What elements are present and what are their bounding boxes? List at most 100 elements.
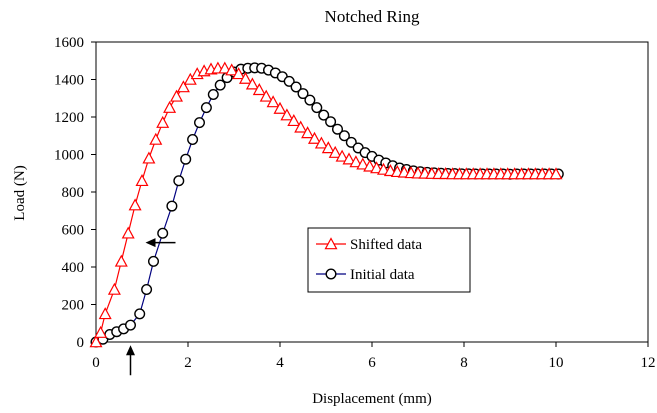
data-point — [94, 325, 108, 338]
data-point — [135, 173, 149, 187]
data-point — [273, 101, 287, 114]
data-point — [169, 89, 184, 102]
data-point — [200, 102, 212, 114]
data-point — [156, 115, 170, 128]
data-point — [147, 255, 159, 267]
x-tick-label: 4 — [276, 355, 284, 371]
legend-marker — [324, 237, 338, 250]
data-point — [370, 161, 384, 174]
legend-item: Initial data — [316, 267, 415, 283]
x-tick-label: 10 — [549, 355, 564, 371]
data-point — [98, 307, 112, 320]
data-point — [128, 198, 142, 211]
x-tick-label: 12 — [641, 355, 656, 371]
data-point — [325, 116, 337, 128]
series-shifted-data — [89, 61, 563, 348]
data-point — [280, 108, 294, 121]
data-point — [332, 123, 344, 135]
data-point — [349, 155, 363, 168]
legend-label: Shifted data — [350, 237, 422, 253]
y-tick-label: 600 — [62, 223, 85, 239]
plot-frame — [95, 41, 649, 343]
data-point — [141, 284, 153, 296]
data-point — [114, 254, 128, 267]
data-point — [318, 109, 330, 121]
data-point — [311, 102, 323, 114]
data-point — [142, 151, 156, 164]
data-point — [163, 100, 177, 113]
x-axis: 0 2 4 6 8 10 12 — [92, 342, 656, 371]
data-point — [149, 132, 163, 145]
data-point — [166, 200, 178, 212]
y-tick-label: 0 — [77, 335, 85, 351]
data-point — [297, 88, 309, 100]
legend-label: Initial data — [350, 267, 415, 283]
y-tick-label: 400 — [62, 260, 85, 276]
data-point — [238, 71, 253, 84]
y-tick-label: 1400 — [54, 73, 84, 89]
legend: Shifted data Initial data — [307, 227, 471, 293]
data-point — [225, 63, 239, 76]
data-point — [180, 153, 192, 165]
data-point — [214, 79, 226, 91]
data-point — [301, 126, 315, 139]
data-point — [245, 77, 259, 90]
data-point — [363, 159, 377, 172]
data-point — [290, 81, 302, 93]
data-point — [121, 226, 135, 239]
data-point — [328, 145, 342, 158]
plot-area — [95, 41, 649, 343]
y-tick-label: 200 — [62, 298, 85, 314]
data-point — [342, 152, 356, 165]
data-point — [259, 89, 273, 102]
arrow-up — [126, 345, 135, 376]
data-point — [345, 136, 357, 148]
annotations — [126, 238, 176, 376]
y-tick-label: 1000 — [54, 148, 84, 164]
data-point — [89, 335, 103, 348]
y-tick-label: 1200 — [54, 110, 84, 126]
data-point — [124, 319, 136, 331]
legend-item: Shifted data — [316, 237, 422, 253]
series-line — [95, 67, 556, 343]
chart-title: Notched Ring — [325, 7, 420, 26]
data-point — [376, 162, 391, 175]
data-point — [304, 94, 316, 106]
x-axis-label: Displacement (mm) — [312, 391, 432, 407]
y-axis-label: Load (N) — [12, 165, 28, 220]
series-initial-data — [90, 62, 564, 348]
y-axis: 0 200 400 600 800 1000 1200 1400 1600 — [54, 35, 96, 351]
x-tick-label: 0 — [92, 355, 100, 371]
data-point — [338, 130, 350, 142]
legend-box — [307, 227, 471, 293]
x-tick-label: 6 — [368, 355, 376, 371]
arrow-left — [145, 238, 176, 248]
data-point — [134, 308, 146, 320]
data-point — [307, 131, 322, 144]
data-point — [173, 175, 185, 187]
data-point — [252, 83, 266, 96]
data-point — [549, 167, 563, 180]
data-point — [314, 136, 328, 149]
data-point — [283, 75, 295, 87]
data-point — [207, 88, 219, 100]
x-tick-label: 8 — [460, 355, 468, 371]
data-point — [232, 67, 246, 80]
y-tick-label: 1600 — [54, 35, 84, 51]
data-point — [187, 133, 199, 145]
data-point — [218, 61, 232, 74]
data-point — [157, 227, 169, 239]
data-point — [321, 141, 335, 154]
y-tick-label: 800 — [62, 185, 85, 201]
data-point — [287, 113, 301, 127]
legend-marker — [325, 268, 337, 280]
data-point — [266, 95, 280, 108]
data-point — [356, 157, 370, 170]
data-point — [193, 117, 205, 129]
data-point — [294, 120, 308, 133]
series-layer — [89, 61, 564, 348]
x-tick-label: 2 — [184, 355, 192, 371]
data-point — [335, 149, 349, 162]
data-point — [176, 80, 190, 93]
